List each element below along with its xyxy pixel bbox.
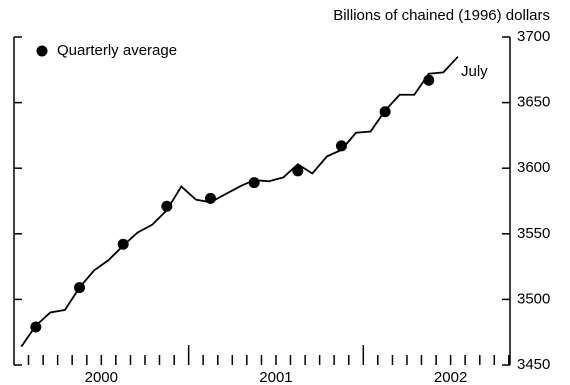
chart-title: Billions of chained (1996) dollars — [333, 7, 550, 24]
quarterly-dot — [423, 74, 435, 86]
y-tick-label: 3500 — [517, 290, 550, 307]
y-tick-label: 3650 — [517, 94, 550, 111]
x-tick-label: 2001 — [259, 369, 292, 385]
quarterly-dot — [30, 321, 42, 333]
quarterly-dot — [248, 177, 260, 189]
quarterly-dot — [379, 106, 391, 118]
quarterly-dot — [117, 238, 129, 250]
quarterly-dot — [161, 200, 173, 212]
legend-label: Quarterly average — [57, 42, 177, 59]
x-tick-label: 2000 — [85, 369, 118, 385]
annotation: July — [461, 63, 488, 80]
quarterly-dot — [335, 140, 347, 152]
x-tick-label: 2002 — [434, 369, 467, 385]
y-tick-label: 3600 — [517, 159, 550, 176]
y-tick-label: 3450 — [517, 356, 550, 373]
y-tick-label: 3700 — [517, 28, 550, 45]
legend-marker — [36, 45, 48, 57]
data-line — [20, 56, 459, 348]
quarterly-dot — [292, 165, 304, 177]
y-tick-label: 3550 — [517, 225, 550, 242]
quarterly-dot — [73, 282, 85, 294]
quarterly-dot — [204, 192, 216, 204]
